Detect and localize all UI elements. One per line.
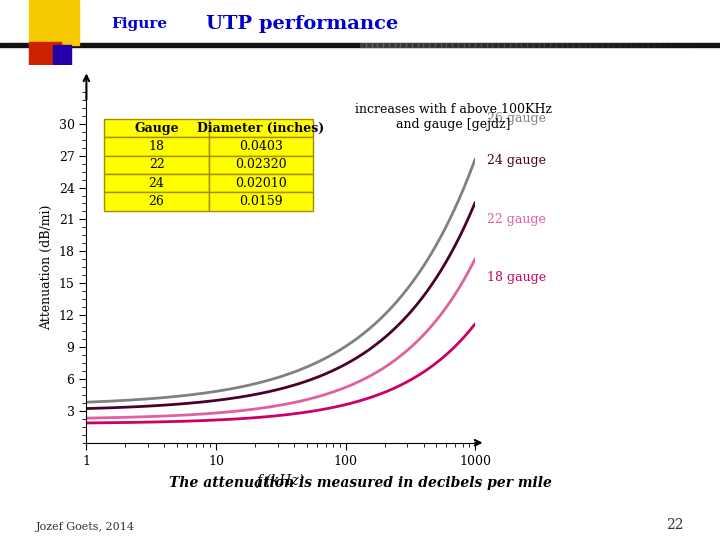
Bar: [395, 43, 400, 48]
Bar: [533, 43, 539, 48]
Bar: [556, 43, 562, 48]
Bar: [504, 43, 510, 48]
Text: Jozef Goets, 2014: Jozef Goets, 2014: [36, 522, 135, 532]
Bar: [654, 43, 660, 48]
Bar: [53, 45, 71, 65]
Bar: [573, 43, 579, 48]
Bar: [510, 43, 516, 48]
Bar: [608, 43, 613, 48]
Bar: [527, 43, 533, 48]
Bar: [596, 43, 602, 48]
Bar: [677, 43, 683, 48]
Bar: [619, 43, 625, 48]
Bar: [683, 43, 688, 48]
Bar: [602, 43, 608, 48]
Bar: [423, 43, 429, 48]
Bar: [700, 43, 706, 48]
Bar: [660, 43, 665, 48]
Bar: [372, 43, 377, 48]
Bar: [464, 43, 469, 48]
Bar: [475, 43, 481, 48]
Bar: [412, 43, 418, 48]
Bar: [429, 43, 435, 48]
Bar: [521, 43, 527, 48]
Text: 26 gauge: 26 gauge: [487, 112, 546, 125]
X-axis label: f (kHz): f (kHz): [257, 473, 305, 488]
Bar: [418, 43, 423, 48]
Bar: [435, 43, 441, 48]
Bar: [400, 43, 406, 48]
Bar: [544, 43, 550, 48]
Text: increases with f above 100KHz
and gauge [gejdz]: increases with f above 100KHz and gauge …: [355, 103, 552, 131]
Bar: [360, 43, 366, 48]
Text: Figure: Figure: [112, 17, 168, 31]
Bar: [613, 43, 619, 48]
Bar: [469, 43, 475, 48]
Bar: [446, 43, 452, 48]
Text: UTP performance: UTP performance: [206, 15, 399, 33]
Bar: [688, 43, 694, 48]
Bar: [377, 43, 383, 48]
Bar: [625, 43, 631, 48]
Bar: [498, 43, 504, 48]
Bar: [550, 43, 556, 48]
Bar: [0, 43, 720, 48]
Bar: [29, 42, 61, 65]
Text: 22 gauge: 22 gauge: [487, 213, 546, 226]
Bar: [481, 43, 487, 48]
Bar: [579, 43, 585, 48]
Bar: [585, 43, 590, 48]
Y-axis label: Attenuation (dB/mi): Attenuation (dB/mi): [40, 205, 53, 330]
Bar: [631, 43, 636, 48]
Bar: [671, 43, 677, 48]
Bar: [665, 43, 671, 48]
Bar: [694, 43, 700, 48]
Bar: [458, 43, 464, 48]
Bar: [383, 43, 389, 48]
Text: 24 gauge: 24 gauge: [487, 154, 546, 167]
Bar: [29, 0, 79, 45]
Bar: [642, 43, 648, 48]
Bar: [441, 43, 446, 48]
Bar: [636, 43, 642, 48]
Bar: [406, 43, 412, 48]
Bar: [539, 43, 544, 48]
Text: 18 gauge: 18 gauge: [487, 272, 546, 285]
Bar: [648, 43, 654, 48]
Bar: [562, 43, 567, 48]
Bar: [516, 43, 521, 48]
Bar: [366, 43, 372, 48]
Bar: [492, 43, 498, 48]
Text: 22: 22: [667, 518, 684, 532]
Bar: [567, 43, 573, 48]
Text: The attenuation is measured in decibels per mile: The attenuation is measured in decibels …: [168, 476, 552, 490]
Bar: [389, 43, 395, 48]
Bar: [487, 43, 492, 48]
Bar: [590, 43, 596, 48]
Bar: [452, 43, 458, 48]
